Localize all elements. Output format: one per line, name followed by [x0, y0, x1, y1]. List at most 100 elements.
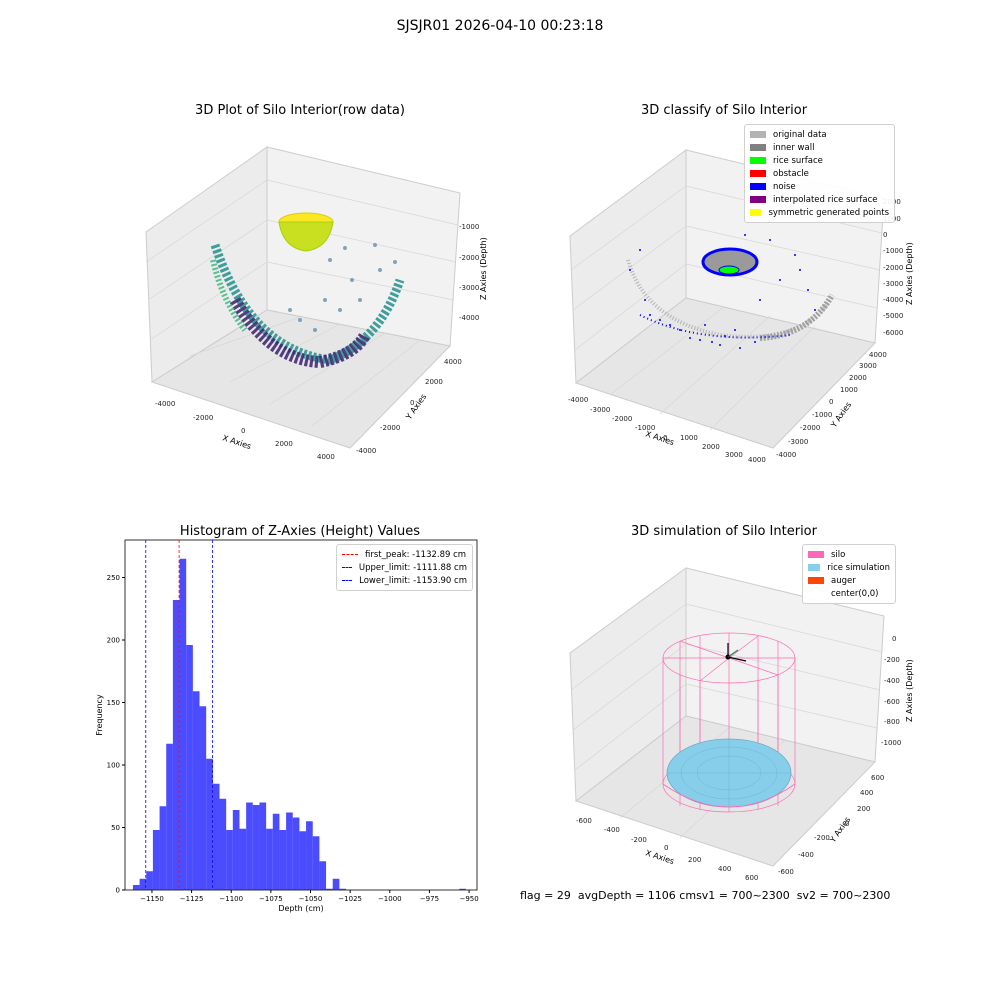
panel2-title: 3D classify of Silo Interior: [640, 103, 808, 118]
sv1-value: sv1 = 700~2300: [696, 889, 790, 902]
panel2-z-tick: -6000: [883, 329, 903, 337]
histogram-bar: [179, 558, 187, 890]
panel4-z-tick: -600: [884, 698, 900, 706]
panel1-z-tick: -4000: [459, 314, 479, 322]
histogram-x-label: Depth (cm): [278, 904, 323, 913]
legend-swatch: [750, 131, 766, 138]
histogram-bar: [199, 706, 207, 890]
panel1-z-tick: -3000: [459, 284, 479, 292]
histogram-x-tick-label: −950: [459, 895, 478, 903]
histogram-x-tick-label: −1125: [180, 895, 204, 903]
legend-swatch: [808, 564, 821, 571]
legend-swatch: [750, 157, 766, 164]
histogram-bar: [212, 783, 220, 890]
histogram-bar: [286, 812, 293, 890]
panel1-title: 3D Plot of Silo Interior(row data): [195, 103, 405, 118]
panel2-gray-bowl: [626, 259, 832, 339]
legend-entry-first-peak: first_peak: -1132.89 cm: [342, 548, 467, 561]
panel2-y-tick: 2000: [849, 374, 867, 382]
panel2-z-tick: 0: [883, 231, 887, 239]
panel2-y-tick: 0: [829, 398, 833, 406]
legend-entry-center: center(0,0): [808, 587, 890, 600]
histogram-bar: [312, 836, 320, 890]
histogram-bar: [319, 861, 327, 890]
histogram-vlines: [145, 540, 213, 890]
panel4-z-tick: -1000: [881, 739, 901, 747]
panel1-rice-cone: [278, 221, 334, 252]
histogram-x-tick-label: −1100: [219, 895, 243, 903]
legend-entry-inner-wall: inner wall: [750, 141, 889, 154]
panel2-z-tick: -1000: [883, 247, 903, 255]
panel4-x-tick: 200: [688, 856, 701, 864]
histogram-x-tick-label: −1000: [378, 895, 402, 903]
panel4-plot: -600 -400 -200 0 200 400 600 -600 -400 -…: [569, 567, 914, 880]
histogram-bar: [206, 758, 213, 890]
panel4-x-tick: 600: [745, 874, 758, 880]
panel2-z-tick: -4000: [883, 296, 903, 304]
legend-entry-lower-limit: Lower_limit: -1153.90 cm: [342, 574, 467, 587]
avg-depth-value: avgDepth = 1106 cm: [577, 889, 697, 902]
panel1-plot: -4000 -2000 0 2000 4000 -4000 -2000 0 20…: [145, 146, 488, 461]
panel1-y-tick: -4000: [356, 447, 376, 455]
histogram-bar: [299, 831, 307, 890]
legend-entry-noise: noise: [750, 180, 889, 193]
histogram-x-tick-label: −1075: [259, 895, 283, 903]
panel1-x-tick: 0: [241, 427, 245, 435]
panel1-bowl-back: [210, 243, 405, 365]
panel4-y-label: Y Axies: [828, 815, 853, 845]
panel1-y-tick: 2000: [425, 378, 443, 386]
panel1-z-tick: -2000: [459, 254, 479, 262]
sv2-value: sv2 = 700~2300: [796, 889, 891, 902]
panel2-y-tick: -3000: [788, 438, 808, 446]
panel4-y-ticks: -600 -400 -200 0 200 400 600: [778, 774, 884, 876]
histogram-bar: [152, 830, 160, 890]
panel4-title: 3D simulation of Silo Interior: [631, 524, 817, 539]
panel2-gray-bowl-right: [759, 293, 835, 341]
histogram-bar: [459, 888, 466, 890]
panel2-x-tick: -3000: [590, 406, 610, 414]
legend-line: [342, 554, 358, 555]
legend-swatch: [750, 209, 762, 216]
panel1-x-tick: 2000: [275, 440, 293, 448]
status-footer: flag = 29 avgDepth = 1106 cmsv1 = 700~23…: [520, 889, 890, 902]
panel4-x-tick: -200: [631, 836, 647, 844]
panel1-z-label: Z Axies (Depth): [479, 237, 488, 300]
histogram-bar: [252, 805, 260, 890]
legend-swatch: [750, 183, 766, 190]
panel2-y-ticks: -4000 -3000 -2000 -1000 0 1000 2000 3000…: [776, 351, 887, 459]
panel4-y-tick: -600: [778, 868, 794, 876]
panel2-plot: -4000 -3000 -2000 -1000 0 1000 2000 3000…: [568, 149, 914, 464]
histogram-bar: [232, 810, 240, 890]
histogram-x-tick-label: −1050: [299, 895, 323, 903]
histogram-bar: [192, 691, 200, 890]
panel1-bowl-bottom: [229, 296, 371, 369]
legend-entry-obstacle: obstacle: [750, 167, 889, 180]
panel2-x-ticks: -4000 -3000 -2000 -1000 0 1000 2000 3000…: [568, 396, 766, 464]
histogram-x-tick-label: −975: [420, 895, 439, 903]
histogram-y-tick-label: 50: [111, 824, 120, 832]
panel2-y-tick: 4000: [869, 351, 887, 359]
panel4-z-ticks: 0 -200 -400 -600 -800 -1000: [881, 635, 901, 747]
panel4-y-tick: -400: [798, 851, 814, 859]
panel2-x-tick: -2000: [612, 415, 632, 423]
histogram-y-ticks: 0 50 100 150 200 250: [107, 574, 125, 895]
histogram-legend: first_peak: -1132.89 cm Upper_limit: -11…: [336, 544, 473, 591]
legend-swatch: [750, 196, 766, 203]
panel2-rice-surface: [718, 265, 740, 275]
panel1-y-tick: 4000: [444, 358, 462, 366]
panel2-z-tick: -2000: [883, 264, 903, 272]
panel4-legend: silo rice simulation auger center(0,0): [802, 544, 896, 604]
histogram-bar: [259, 802, 267, 890]
histogram-y-tick-label: 200: [107, 637, 120, 645]
panel2-z-tick: -3000: [883, 280, 903, 288]
legend-line: [342, 567, 352, 568]
histogram-bar: [159, 806, 167, 890]
panel4-y-tick: 0: [845, 820, 849, 828]
histogram-bar: [246, 802, 253, 890]
panel4-x-tick: 0: [664, 844, 668, 852]
panel1-y-ticks: -4000 -2000 0 2000 4000: [356, 358, 462, 455]
panel4-z-tick: 0: [892, 635, 896, 643]
panel4-y-tick: 600: [871, 774, 884, 782]
histogram-bar: [139, 878, 147, 890]
